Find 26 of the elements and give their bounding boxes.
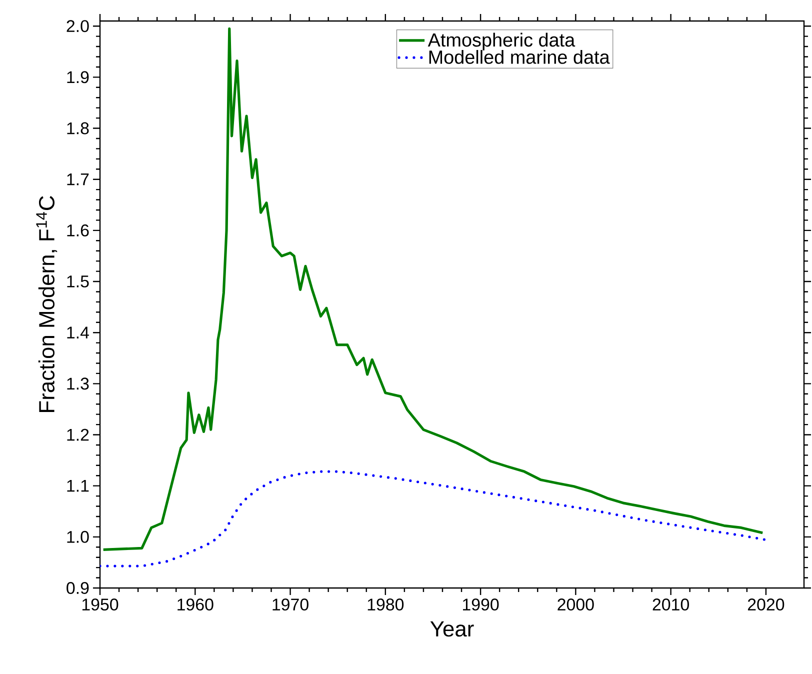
x-tick-label: 1980 [368,598,404,611]
line-series [102,27,764,551]
x-tick-label: 1970 [272,598,308,611]
line-series [100,470,768,568]
y-tick-label: 1.5 [67,276,89,288]
x-axis-title: Year [430,621,474,637]
x-tick-label: 1960 [178,598,214,611]
x-tick-label: 2000 [558,598,594,611]
legend-label: Atmospheric data [428,32,576,50]
y-axis-title: Fraction Modern, F$^{14}$C [36,196,58,412]
y-tick-label: 1.9 [67,71,89,84]
y-tick-label: 1.3 [67,378,89,390]
y-tick-label: 1.7 [67,174,89,186]
y-tick-label: 1.0 [67,530,89,543]
y-tick-label: 1.2 [67,428,89,441]
y-tick-label: 1.6 [67,224,89,236]
y-tick-label: 1.8 [67,122,89,134]
x-tick-label: 1950 [82,598,118,611]
x-tick-label: 2010 [652,598,689,611]
legend-label: Modelled marine data [429,50,610,64]
y-tick-label: 2.0 [66,20,89,32]
y-tick-label: 1.4 [67,326,89,338]
x-tick-label: 1990 [463,598,499,611]
y-tick-label: 1.1 [67,480,89,492]
x-tick-label: 2020 [748,598,784,611]
y-tick-label: 0.9 [66,582,89,594]
